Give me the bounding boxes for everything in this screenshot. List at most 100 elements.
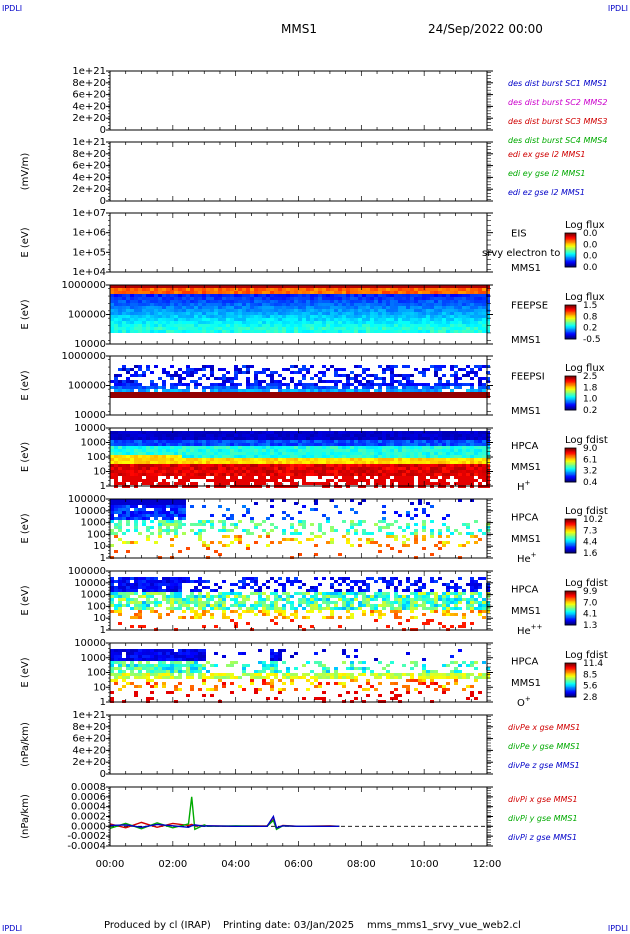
species-label-hpca_o: O+: [517, 695, 531, 709]
ylabel-divpe: (nPa/km): [20, 722, 31, 767]
panel-hpca_h: 10000 1000 100 10 1 E (eV) HPCA MMS1 H+ Log fdist…: [20, 423, 608, 493]
colorbar-tick-label-hpca_he1: 1.6: [583, 549, 598, 559]
ytick-label-hpca_o: 1: [100, 697, 106, 708]
ytick-label-divpi: 0.0006: [71, 792, 106, 803]
spacecraft-label-hpca_he1: MMS1: [511, 534, 541, 545]
ylabel-feepse: E (eV): [20, 299, 31, 329]
ytick-label-feepse: 100000: [68, 310, 106, 321]
ytick-label-hpca_h: 10000: [74, 423, 106, 434]
ytick-label-feepsi: 1000000: [61, 351, 106, 362]
ytick-label-hpca_he1: 10000: [74, 506, 106, 517]
colorbar-tick-label-feepse: 0.8: [583, 312, 598, 322]
spacecraft-label-feepsi: MMS1: [511, 406, 541, 417]
frame-eis: [109, 212, 488, 273]
instrument-label-feepsi: FEEPSI: [511, 372, 545, 383]
instrument-label-hpca_o: HPCA: [511, 657, 539, 668]
ytick-label-des_dist: 4e+20: [72, 101, 106, 112]
legend-entry-divpi: divPi z gse MMS1: [508, 833, 577, 842]
ytick-label-hpca_h: 10: [93, 467, 106, 478]
ylabel-hpca_o: E (eV): [20, 657, 31, 687]
colorbar-tick-label-hpca_h: 6.1: [583, 455, 597, 465]
header-date: 24/Sep/2022 00:00: [428, 22, 543, 36]
ytick-label-divpe: 1e+21: [72, 710, 106, 721]
ylabel-hpca_he2: E (eV): [20, 585, 31, 615]
panel-feepse: 1000000 100000 10000 E (eV) FEEPSE MMS1 Log fl…: [20, 280, 605, 350]
ytick-label-edi_e: 2e+20: [72, 184, 106, 195]
corner-label-top-left: IPDLI: [2, 4, 23, 13]
colorbar-tick-label-eis: 0.0: [583, 252, 598, 262]
colorbar-title-hpca_o: Log fdist: [565, 650, 608, 661]
spacecraft-label-feepse: MMS1: [511, 335, 541, 346]
ytick-label-hpca_he2: 10000: [74, 578, 106, 589]
instrument-label-feepse: FEEPSE: [511, 301, 548, 312]
colorbar-tick-label-eis: 0.0: [583, 229, 598, 239]
frame-divpi: [109, 786, 488, 847]
ylabel-hpca_h: E (eV): [20, 442, 31, 472]
colorbar-tick-label-eis: 0.0: [583, 263, 598, 273]
legend-entry-edi_e: edi ey gse l2 MMS1: [508, 169, 586, 178]
ytick-label-hpca_o: 1000: [81, 653, 106, 664]
ytick-label-hpca_he2: 1000: [81, 590, 106, 601]
colorbar-tick-label-feepse: 0.2: [583, 324, 597, 334]
legend-entry-des_dist: des dist burst SC1 MMS1: [508, 79, 607, 88]
ytick-label-edi_e: 6e+20: [72, 161, 106, 172]
ytick-label-eis: 1e+05: [72, 247, 106, 258]
ytick-label-edi_e: 0: [100, 196, 106, 207]
colorbar-tick-label-hpca_he1: 7.3: [583, 526, 597, 536]
colorbar-tick-label-hpca_o: 5.6: [583, 682, 598, 692]
ytick-label-eis: 1e+07: [72, 208, 106, 219]
colorbar-hpca_he2: [564, 590, 577, 626]
ytick-label-hpca_he1: 1000: [81, 518, 106, 529]
panel-hpca_o: 10000 1000 100 10 1 E (eV) HPCA MMS1 O+ Log fdist…: [20, 638, 608, 709]
ytick-label-feepsi: 10000: [74, 410, 106, 421]
ytick-label-des_dist: 1e+21: [72, 66, 106, 77]
spectrogram-feepse: [110, 285, 490, 333]
corner-label-bottom-right: IPDLI: [607, 924, 628, 933]
colorbar-tick-label-hpca_he2: 9.9: [583, 587, 598, 597]
ytick-label-divpi: -0.0004: [67, 841, 106, 852]
ylabel-feepsi: E (eV): [20, 370, 31, 400]
ytick-label-divpi: 0.0004: [71, 802, 106, 813]
xtick-label: 02:00: [158, 859, 187, 870]
spectrogram-hpca_he2: [110, 577, 490, 631]
ytick-label-hpca_o: 100: [87, 668, 106, 679]
spacecraft-label-hpca_he2: MMS1: [511, 606, 541, 617]
colorbar-feepse: [564, 304, 577, 340]
ytick-label-des_dist: 2e+20: [72, 113, 106, 124]
colorbar-tick-label-feepsi: 0.2: [583, 406, 597, 416]
colorbar-tick-label-feepsi: 2.5: [583, 372, 597, 382]
spacecraft-label-hpca_o: MMS1: [511, 678, 541, 689]
ytick-label-hpca_he2: 1: [100, 625, 106, 636]
series-line-divpi-1: [109, 796, 340, 831]
spectrogram-hpca_o: [110, 649, 490, 703]
colorbar-tick-label-hpca_o: 11.4: [583, 659, 603, 669]
legend-entry-divpi: divPi y gse MMS1: [508, 814, 578, 823]
colorbar-title-hpca_he2: Log fdist: [565, 578, 608, 589]
ytick-label-hpca_he1: 100000: [68, 494, 106, 505]
instrument-label-eis: EIS: [511, 229, 527, 240]
ylabel-eis: E (eV): [20, 227, 31, 257]
ylabel-hpca_he1: E (eV): [20, 513, 31, 543]
ytick-label-des_dist: 8e+20: [72, 78, 106, 89]
colorbar-feepsi: [564, 375, 577, 411]
colorbar-tick-label-hpca_o: 8.5: [583, 670, 597, 680]
ytick-label-divpe: 8e+20: [72, 722, 106, 733]
panel-feepsi: 1000000 100000 10000 E (eV) FEEPSI MMS1 Log fl…: [20, 351, 605, 421]
ytick-label-divpi: 0.0008: [71, 782, 106, 793]
footer-printing-date: Printing date: 03/Jan/2025: [223, 920, 355, 931]
colorbar-tick-label-hpca_he1: 10.2: [583, 515, 603, 525]
spacecraft-label-hpca_h: MMS1: [511, 462, 541, 473]
header-spacecraft: MMS1: [281, 22, 317, 36]
ytick-label-divpe: 0: [100, 769, 106, 780]
ytick-label-divpe: 4e+20: [72, 745, 106, 756]
legend-entry-divpe: divPe z gse MMS1: [508, 761, 580, 770]
frame-edi_e: [109, 141, 488, 202]
ytick-label-hpca_he2: 100: [87, 601, 106, 612]
frame-divpe: [109, 714, 488, 775]
instrument-label-hpca_h: HPCA: [511, 441, 539, 452]
species-label-hpca_he1: He+: [517, 551, 537, 565]
ytick-label-hpca_he1: 1: [100, 553, 106, 564]
xtick-label: 04:00: [221, 859, 250, 870]
